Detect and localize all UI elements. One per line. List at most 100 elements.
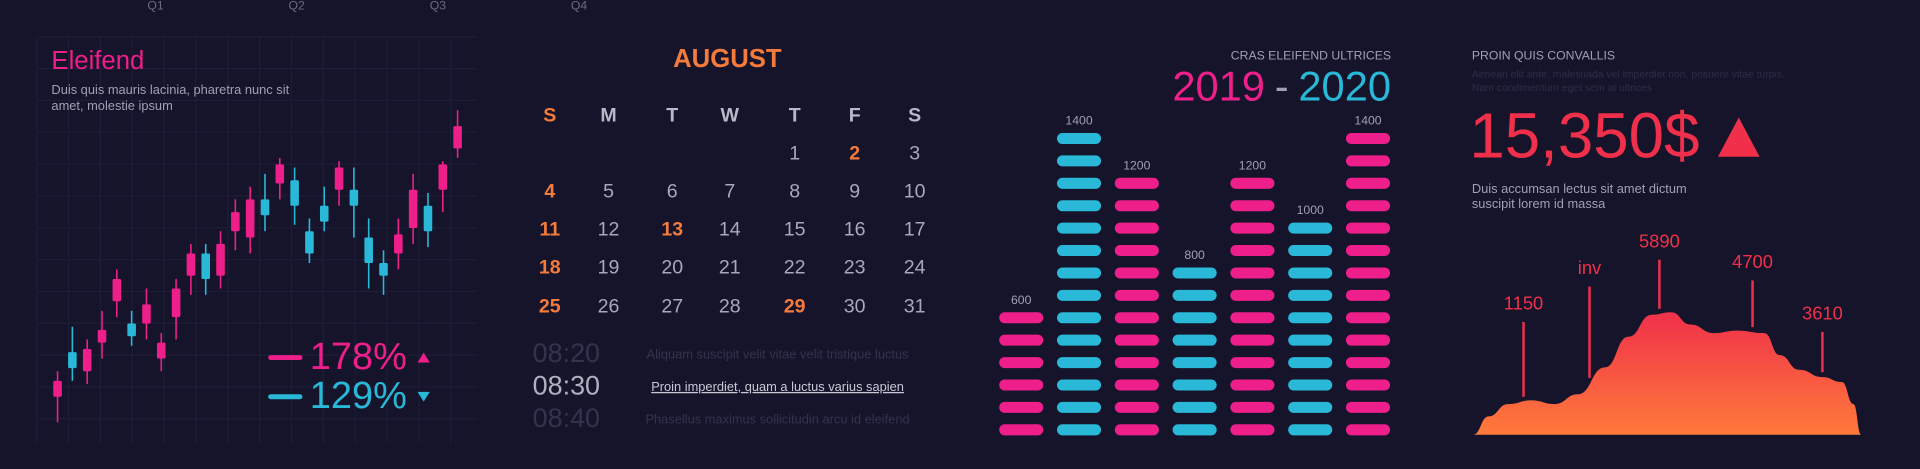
annotation-label: 5890 [1639,230,1680,251]
bar [1288,222,1333,436]
candle-body [171,288,181,318]
quarter-label: Q4 [571,0,588,12]
pill [999,312,1044,324]
stat-value: 129% [310,375,407,417]
candle-body [379,263,388,276]
day: 31 [904,296,926,318]
pill [1114,312,1159,324]
text: suscipit lorem id massa [1472,196,1606,211]
pill [999,401,1044,413]
pill [1345,222,1391,234]
trend-arrow [417,352,430,363]
day: 11 [539,218,560,240]
pill [1056,334,1102,346]
value-label: 1000 [1297,203,1324,217]
pill [1056,245,1102,257]
pill [1230,312,1275,324]
weekday: T [789,105,801,127]
pill [1114,289,1159,301]
pill [1345,334,1391,346]
chart-title: Eleifend [51,47,144,75]
value-label: 1400 [1065,114,1092,128]
day: 6 [667,180,678,202]
pill [1288,312,1333,324]
pill [1230,267,1275,279]
weekday: W [721,105,740,127]
legend-entry: 2020 [1298,62,1391,109]
time: 08:20 [533,338,600,368]
subtitle: amet, molestie ipsum [51,98,172,113]
candle-body [201,253,210,279]
pill [1288,357,1333,369]
pill [1056,289,1102,301]
up-arrow [1717,117,1760,157]
time: 08:30 [533,371,600,401]
quarter-label: Q3 [430,0,447,12]
pill [1288,424,1333,436]
day: 19 [598,256,620,278]
candle-body [245,199,255,238]
candle-body [112,278,122,302]
day: 2 [849,142,860,164]
day: 20 [661,256,683,278]
pill [1288,289,1333,301]
pill [1345,357,1391,369]
pill [1114,177,1159,189]
candle-body [53,380,62,397]
bar [1345,132,1391,436]
annotation-label: 1150 [1504,293,1543,314]
note: Aenean elit ante, malesuada vel imperdie… [1472,69,1785,80]
note: Nam condimentum eget sem at ultrices [1472,83,1652,94]
pill [1114,379,1159,391]
bar [1056,132,1102,436]
trend-arrow [417,391,430,402]
candle-body [438,164,448,190]
pill [1114,267,1159,279]
candle-body [142,304,151,324]
candle-body [349,189,359,206]
weekday: F [849,105,861,127]
day: 5 [603,180,614,202]
event: Aliquam suscipit velit vitae velit trist… [647,347,909,362]
event: Proin imperdiet, quam a luctus varius sa… [651,379,904,394]
pill [1172,379,1217,391]
candle-body [82,348,92,372]
pill [1345,132,1391,145]
candle-body [290,180,299,206]
bar [1114,177,1159,436]
pill [1056,267,1102,279]
bar [1230,177,1275,436]
subtitle: Duis quis mauris lacinia, pharetra nunc … [51,82,289,97]
candle-body [260,199,270,216]
chart-title: CRAS ELEIFEND ULTRICES [1231,49,1391,63]
pill [1345,177,1391,189]
candle-grid [36,36,478,444]
pill [1230,424,1275,436]
pill [1345,289,1391,301]
pill [1056,357,1102,369]
month-title: AUGUST [673,45,782,73]
pill [1114,357,1159,369]
day: 26 [598,296,620,318]
pill [1172,289,1217,301]
weekday: S [908,105,921,127]
value-label: 1400 [1354,114,1381,128]
pill [1056,200,1102,212]
pill [1345,424,1391,436]
candle-body [216,243,225,276]
candle-body [319,205,329,222]
candle-body [305,231,314,254]
pill [1288,267,1333,279]
pill [1230,177,1275,189]
value-label: 1200 [1123,158,1150,172]
pill [1230,357,1275,369]
pill [1172,267,1217,279]
candle-body [364,237,373,264]
pill [1056,401,1102,413]
text: Duis accumsan lectus sit amet dictum [1472,181,1687,196]
pill [1056,155,1102,167]
day: 17 [904,218,926,240]
weekday: T [666,105,678,127]
bar [999,312,1044,436]
candle-body [394,234,403,254]
